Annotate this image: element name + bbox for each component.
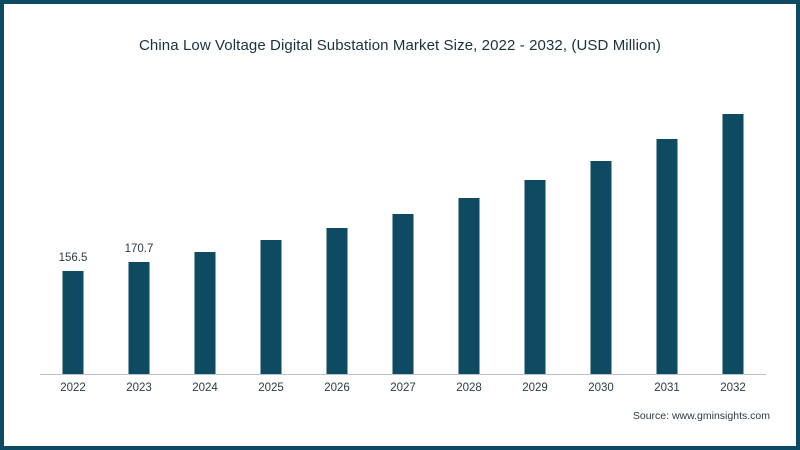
bar-slot: 156.5 — [40, 92, 106, 374]
bar[interactable] — [194, 251, 216, 374]
bar[interactable] — [656, 138, 678, 374]
bar[interactable] — [62, 271, 84, 374]
bar[interactable] — [524, 180, 546, 374]
x-axis-tick-label: 2024 — [192, 382, 218, 394]
bar-slot — [436, 92, 502, 374]
x-axis-tick-label: 2023 — [126, 382, 152, 394]
x-axis-tick-label: 2022 — [60, 382, 86, 394]
bar-slot — [172, 92, 238, 374]
bar[interactable] — [722, 114, 744, 374]
plot-area: 156.5 170.7 — [40, 92, 766, 374]
bar-value-label: 156.5 — [58, 252, 88, 265]
bar-slot — [634, 92, 700, 374]
bar[interactable] — [458, 197, 480, 374]
bar-slot — [370, 92, 436, 374]
x-axis-tick-label: 2025 — [258, 382, 284, 394]
bar-slot — [304, 92, 370, 374]
bar-slot — [568, 92, 634, 374]
source-caption: Source: www.gminsights.com — [632, 410, 770, 422]
x-axis-tick-label: 2026 — [324, 382, 350, 394]
x-axis-tick-label: 2032 — [720, 382, 746, 394]
bar[interactable] — [260, 240, 282, 374]
x-axis-line — [40, 374, 766, 375]
bar[interactable] — [128, 262, 150, 374]
bar[interactable] — [326, 227, 348, 374]
bar[interactable] — [590, 160, 612, 374]
bar-slot: 170.7 — [106, 92, 172, 374]
bar[interactable] — [392, 213, 414, 374]
chart-canvas: China Low Voltage Digital Substation Mar… — [4, 4, 796, 446]
x-axis-tick-label: 2031 — [654, 382, 680, 394]
x-axis-tick-label: 2030 — [588, 382, 614, 394]
chart-title: China Low Voltage Digital Substation Mar… — [138, 37, 662, 54]
x-axis-tick-label: 2027 — [390, 382, 416, 394]
x-axis-tick-label: 2028 — [456, 382, 482, 394]
bar-slot — [502, 92, 568, 374]
x-axis-tick-label: 2029 — [522, 382, 548, 394]
bar-value-label: 170.7 — [124, 243, 154, 256]
bar-slot — [700, 92, 766, 374]
bar-slot — [238, 92, 304, 374]
